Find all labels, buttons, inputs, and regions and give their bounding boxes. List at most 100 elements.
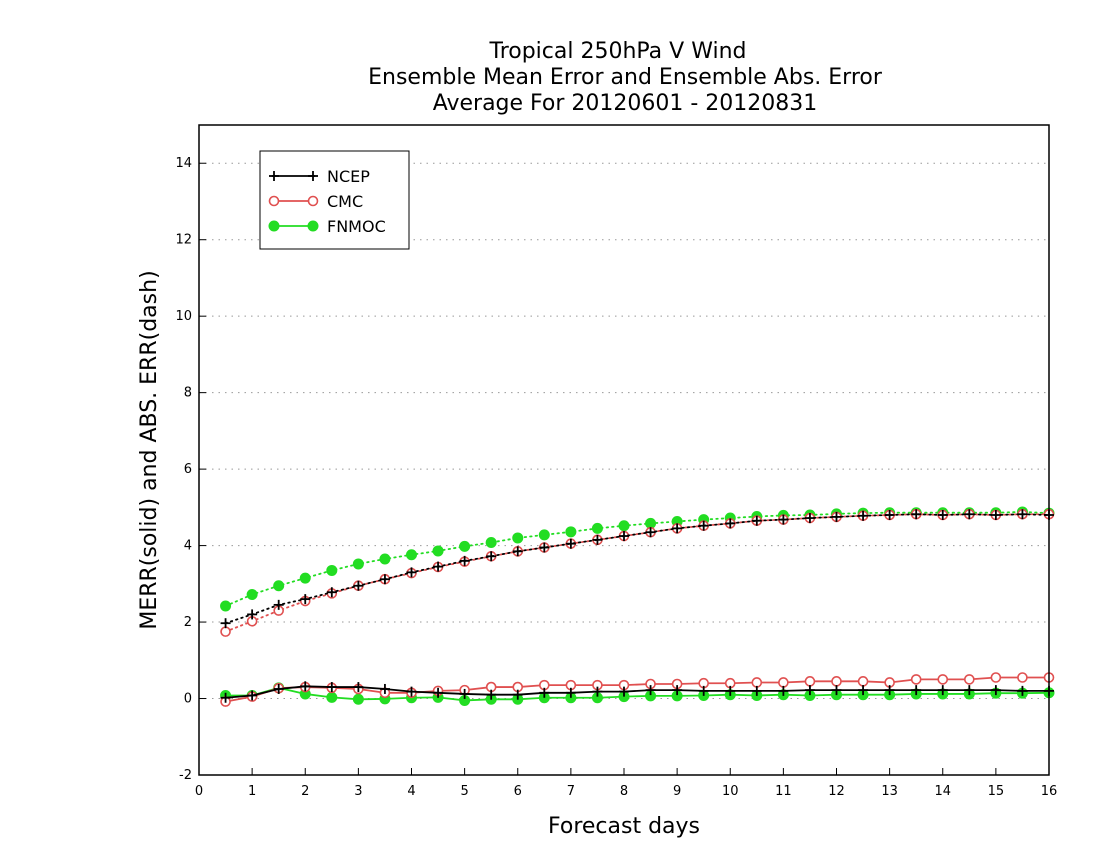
fnmoc-abs-error-point — [406, 549, 417, 561]
ncep-abs-error-point — [592, 534, 603, 545]
ncep-abs-error-point — [406, 567, 417, 578]
legend-label-cmc: CMC — [327, 192, 363, 211]
fnmoc-abs-error-point — [565, 526, 577, 538]
ncep-mean-error-point — [1017, 685, 1028, 696]
ncep-mean-error-point — [326, 682, 337, 693]
ncep-mean-error-point — [300, 681, 311, 692]
ncep-abs-error-point — [379, 574, 390, 585]
ncep-mean-error-point — [539, 687, 550, 698]
fnmoc-abs-error-point — [352, 558, 364, 570]
legend-marker-left — [268, 220, 280, 232]
fnmoc-abs-error-point — [485, 537, 497, 549]
fnmoc-abs-error-point — [246, 589, 258, 601]
ncep-mean-error-point — [884, 685, 895, 696]
legend-marker-right — [307, 220, 319, 232]
y-tick-label: 2 — [184, 615, 192, 630]
fnmoc-abs-error-point — [326, 564, 338, 576]
ncep-mean-error-point — [486, 689, 497, 700]
fnmoc-abs-error-point — [618, 520, 630, 532]
ncep-abs-error-point — [353, 580, 364, 591]
x-tick-label: 8 — [620, 784, 628, 799]
x-tick-label: 2 — [301, 784, 309, 799]
cmc-abs-error-line — [224, 513, 1050, 633]
ncep-abs-error-point — [698, 520, 709, 531]
ncep-abs-error-point — [990, 510, 1001, 520]
fnmoc-abs-error-point — [538, 529, 550, 541]
ncep-abs-error-point — [273, 599, 284, 610]
ncep-mean-error-point — [964, 685, 975, 696]
ncep-abs-error-point — [831, 511, 842, 522]
x-tick-label: 3 — [354, 784, 362, 799]
legend-marker-left — [268, 195, 280, 207]
ncep-mean-error-point — [353, 682, 364, 693]
ncep-abs-error-point — [220, 618, 231, 629]
y-axis-label: MERR(solid) and ABS. ERR(dash) — [137, 270, 162, 629]
fnmoc-mean-error-point — [352, 693, 364, 705]
fnmoc-abs-error-point — [459, 540, 471, 552]
ncep-abs-error-point — [433, 561, 444, 572]
x-tick-label: 9 — [673, 784, 681, 799]
y-tick-label: 14 — [175, 156, 192, 171]
ncep-mean-error-point — [937, 685, 948, 696]
legend-item-ncep: NCEP — [269, 167, 370, 186]
ncep-abs-error-point — [326, 587, 337, 598]
ncep-abs-error-point — [751, 515, 762, 526]
ncep-abs-error-point — [804, 513, 815, 524]
cmc-mean-error-point — [751, 677, 763, 688]
y-tick-label: 10 — [175, 309, 192, 324]
ncep-abs-error-line — [224, 513, 1050, 625]
legend-marker-left — [269, 171, 279, 181]
cmc-mean-error-point — [857, 676, 869, 687]
y-axis-ticks: -2 0 2 4 6 8 10 12 14 — [175, 156, 206, 783]
ncep-mean-error-point — [433, 687, 444, 698]
x-tick-label: 10 — [722, 784, 739, 799]
ncep-mean-error-point — [725, 685, 736, 696]
cmc-mean-error-point — [804, 676, 816, 687]
y-tick-label: 0 — [184, 692, 192, 707]
legend-item-cmc: CMC — [268, 192, 363, 211]
y-tick-label: -2 — [179, 768, 192, 783]
ncep-mean-error-point — [698, 685, 709, 696]
series-fnmoc — [220, 506, 1055, 706]
ncep-mean-error-point — [459, 688, 470, 699]
series-layer — [220, 506, 1055, 707]
cmc-mean-error-point — [990, 672, 1002, 683]
ncep-abs-error-point — [247, 609, 258, 620]
fnmoc-abs-error-point — [591, 522, 603, 534]
ncep-abs-error-point — [884, 510, 895, 520]
ncep-abs-error-point — [725, 518, 736, 529]
ncep-abs-error-point — [911, 509, 922, 520]
ncep-abs-error-point — [1017, 509, 1028, 520]
x-tick-label: 1 — [248, 784, 256, 799]
ncep-mean-error-point — [990, 685, 1001, 696]
chart-subtitle-period: Average For 20120601 - 20120831 — [433, 91, 818, 116]
legend-label-fnmoc: FNMOC — [327, 217, 386, 236]
x-tick-label: 5 — [460, 784, 468, 799]
x-tick-label: 7 — [567, 784, 575, 799]
fnmoc-mean-error-point — [326, 691, 338, 703]
x-tick-label: 13 — [881, 784, 898, 799]
fnmoc-abs-error-point — [273, 580, 285, 592]
ncep-mean-error-point — [379, 683, 390, 694]
x-tick-label: 14 — [934, 784, 951, 799]
ncep-mean-error-point — [804, 685, 815, 696]
cmc-mean-error-point — [937, 674, 949, 685]
ncep-abs-error-point — [486, 551, 497, 562]
ncep-abs-error-point — [937, 510, 948, 520]
ncep-abs-error-point — [300, 594, 311, 605]
ncep-mean-error-point — [273, 683, 284, 694]
fnmoc-abs-error-line — [224, 511, 1050, 607]
chart-subtitle: Ensemble Mean Error and Ensemble Abs. Er… — [368, 65, 883, 90]
fnmoc-abs-error-point — [432, 545, 444, 557]
ncep-abs-error-point — [858, 510, 869, 521]
legend: NCEP CMC FNMOC — [259, 150, 410, 250]
cmc-mean-error-point — [910, 674, 922, 685]
x-axis-ticks: 0 1 2 3 4 5 6 7 8 9 10 11 12 13 14 15 16 — [195, 768, 1057, 799]
x-tick-label: 0 — [195, 784, 203, 799]
fnmoc-abs-error-point — [299, 572, 311, 584]
cmc-abs-error-point — [220, 626, 231, 637]
ncep-abs-error-point — [619, 531, 629, 542]
ncep-abs-error-point — [964, 509, 975, 520]
fnmoc-abs-error-point — [379, 553, 391, 565]
